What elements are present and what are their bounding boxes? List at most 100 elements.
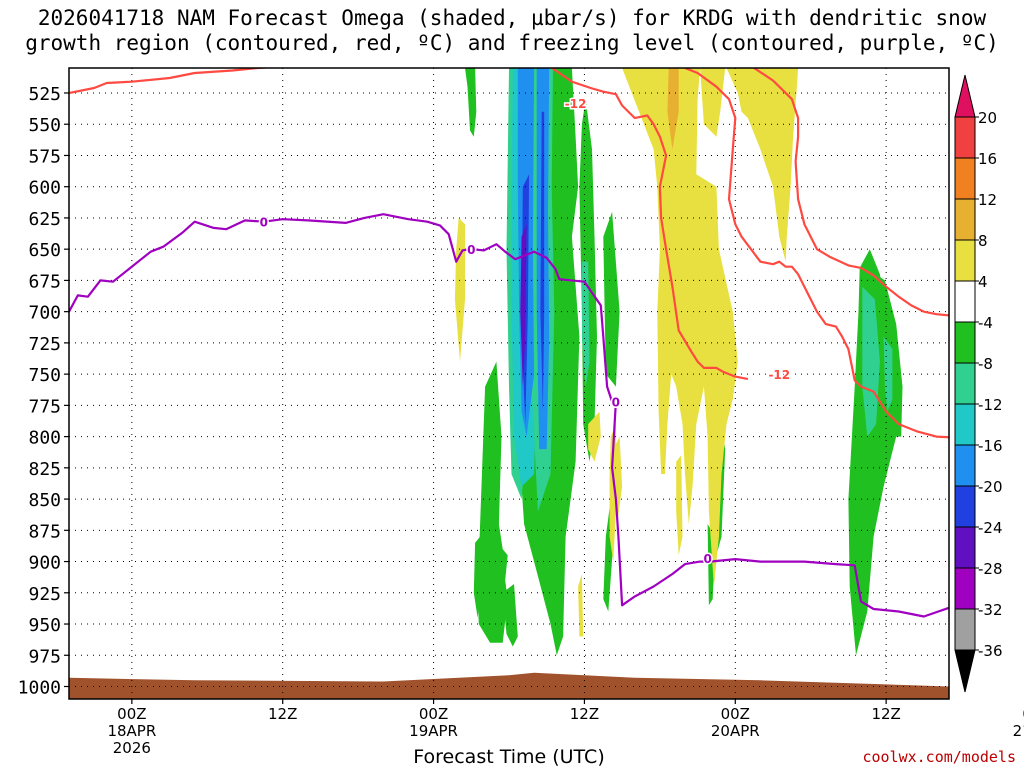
y-tick-label-600: 600 bbox=[28, 178, 61, 199]
y-tick-label-975: 975 bbox=[28, 646, 61, 667]
colorbar-segment-5 bbox=[954, 321, 976, 364]
credit-watermark: coolwx.com/models bbox=[862, 748, 1016, 766]
y-tick-label-775: 775 bbox=[28, 396, 61, 417]
chart-title: 2026041718 NAM Forecast Omega (shaded, µ… bbox=[0, 6, 1024, 56]
colorbar-top-arrow bbox=[954, 74, 976, 118]
x-tick-label-72-1: 21APR bbox=[1013, 722, 1024, 740]
colorbar-segment-10 bbox=[954, 526, 976, 569]
x-axis-label: Forecast Time (UTC) bbox=[413, 746, 604, 768]
freezing-level-contour bbox=[69, 213, 949, 618]
colorbar-segment-12 bbox=[954, 608, 976, 651]
omega-region-16 bbox=[667, 68, 679, 150]
omega-region-26 bbox=[581, 261, 590, 387]
freezing-level-label-0: 0 bbox=[260, 216, 268, 230]
y-tick-label-950: 950 bbox=[28, 615, 61, 636]
x-tick-label-72-0: 00Z bbox=[1022, 705, 1024, 723]
omega-region-12 bbox=[622, 68, 738, 587]
colorbar-label-1: 16 bbox=[978, 150, 997, 168]
dgz-contour-3 bbox=[753, 68, 949, 317]
omega-region-0 bbox=[465, 68, 477, 137]
dgz-contour-label-0: -12 bbox=[565, 97, 587, 111]
contour-lines: -12-12-1800000 bbox=[69, 68, 1008, 618]
omega-region-14 bbox=[588, 411, 601, 462]
colorbar-label-11: -28 bbox=[978, 560, 1003, 578]
x-tick-label-12-0: 12Z bbox=[268, 705, 297, 723]
y-tick-label-625: 625 bbox=[28, 209, 61, 230]
y-tick-label-725: 725 bbox=[28, 334, 61, 355]
omega-region-24 bbox=[862, 286, 880, 437]
chart-title-line1: 2026041718 NAM Forecast Omega (shaded, µ… bbox=[37, 6, 987, 30]
x-tick-label-0-2: 2026 bbox=[113, 739, 151, 757]
colorbar-label-8: -16 bbox=[978, 437, 1003, 455]
y-axis: 525 550 575 600 625 650 675 700 725 750 775 800 825 8… bbox=[18, 84, 69, 699]
omega-region-3 bbox=[473, 536, 482, 618]
y-tick-label-825: 825 bbox=[28, 459, 61, 480]
colorbar-label-6: -8 bbox=[978, 355, 993, 373]
colorbar-label-5: -4 bbox=[978, 314, 993, 332]
omega-region-18 bbox=[609, 424, 616, 562]
colorbar-segment-4 bbox=[954, 280, 976, 323]
omega-region-13 bbox=[726, 68, 799, 262]
x-tick-label-24-0: 00Z bbox=[419, 705, 448, 723]
freezing-level-label-1: 0 bbox=[467, 243, 475, 257]
omega-region-2 bbox=[477, 361, 508, 643]
omega-region-31 bbox=[520, 224, 527, 387]
colorbar-label-12: -32 bbox=[978, 601, 1003, 619]
x-tick-label-48-1: 20APR bbox=[711, 722, 760, 740]
colorbar-label-0: 20 bbox=[978, 109, 997, 127]
y-tick-label-750: 750 bbox=[28, 365, 61, 386]
y-tick-label-925: 925 bbox=[28, 584, 61, 605]
x-tick-label-48-0: 00Z bbox=[721, 705, 750, 723]
y-tick-label-700: 700 bbox=[28, 303, 61, 324]
colorbar-label-4: 4 bbox=[978, 273, 988, 291]
colorbar-segment-2 bbox=[954, 198, 976, 241]
x-axis: 00Z18APR202612Z00Z19APR12Z00Z20APR12Z00Z… bbox=[107, 699, 1024, 757]
colorbar-bottom-arrow bbox=[954, 649, 976, 693]
colorbar-segment-0 bbox=[954, 116, 976, 159]
chart-title-line2: growth region (contoured, red, ºC) and f… bbox=[25, 31, 999, 55]
x-tick-label-24-1: 19APR bbox=[409, 722, 458, 740]
colorbar-label-3: 8 bbox=[978, 232, 988, 250]
colorbar-label-9: -20 bbox=[978, 478, 1003, 496]
colorbar-label-7: -12 bbox=[978, 396, 1003, 414]
dgz-contour-0 bbox=[69, 68, 275, 95]
surface-terrain bbox=[69, 672, 949, 699]
y-tick-label-1000: 1000 bbox=[18, 678, 61, 699]
freezing-level-label-2: 0 bbox=[612, 396, 620, 410]
dgz-contour-2 bbox=[684, 68, 949, 439]
x-tick-label-0-1: 18APR bbox=[107, 722, 156, 740]
colorbar: 20 16 12 8 4 -4 -8 -12 -16 -20 -24 -28 -32 -36 bbox=[954, 74, 1003, 693]
colorbar-label-13: -36 bbox=[978, 642, 1003, 660]
colorbar-segment-8 bbox=[954, 444, 976, 487]
y-tick-label-675: 675 bbox=[28, 271, 61, 292]
colorbar-segment-11 bbox=[954, 567, 976, 610]
terrain-fill bbox=[69, 672, 949, 699]
y-tick-label-850: 850 bbox=[28, 490, 61, 511]
dgz-contour-label-3: -18 bbox=[986, 297, 1008, 311]
colorbar-segment-7 bbox=[954, 403, 976, 446]
freezing-level-label-3: 0 bbox=[703, 552, 711, 566]
y-tick-label-650: 650 bbox=[28, 240, 61, 261]
omega-shading bbox=[454, 68, 903, 656]
colorbar-segment-6 bbox=[954, 362, 976, 405]
omega-region-32 bbox=[700, 68, 726, 137]
y-tick-label-525: 525 bbox=[28, 84, 61, 105]
colorbar-label-10: -24 bbox=[978, 519, 1003, 537]
omega-region-15 bbox=[454, 217, 465, 362]
y-tick-label-800: 800 bbox=[28, 428, 61, 449]
colorbar-segment-3 bbox=[954, 239, 976, 282]
y-tick-label-875: 875 bbox=[28, 521, 61, 542]
x-tick-label-60-0: 12Z bbox=[871, 705, 900, 723]
dgz-contour-label-2: -12 bbox=[768, 368, 790, 382]
colorbar-segment-9 bbox=[954, 485, 976, 528]
plot-frame bbox=[68, 67, 950, 700]
y-tick-label-550: 550 bbox=[28, 115, 61, 136]
omega-region-20 bbox=[676, 455, 683, 556]
colorbar-segment-1 bbox=[954, 157, 976, 200]
colorbar-label-2: 12 bbox=[978, 191, 997, 209]
y-tick-label-575: 575 bbox=[28, 146, 61, 167]
x-tick-label-0-0: 00Z bbox=[117, 705, 146, 723]
x-tick-label-36-0: 12Z bbox=[570, 705, 599, 723]
y-tick-label-900: 900 bbox=[28, 553, 61, 574]
